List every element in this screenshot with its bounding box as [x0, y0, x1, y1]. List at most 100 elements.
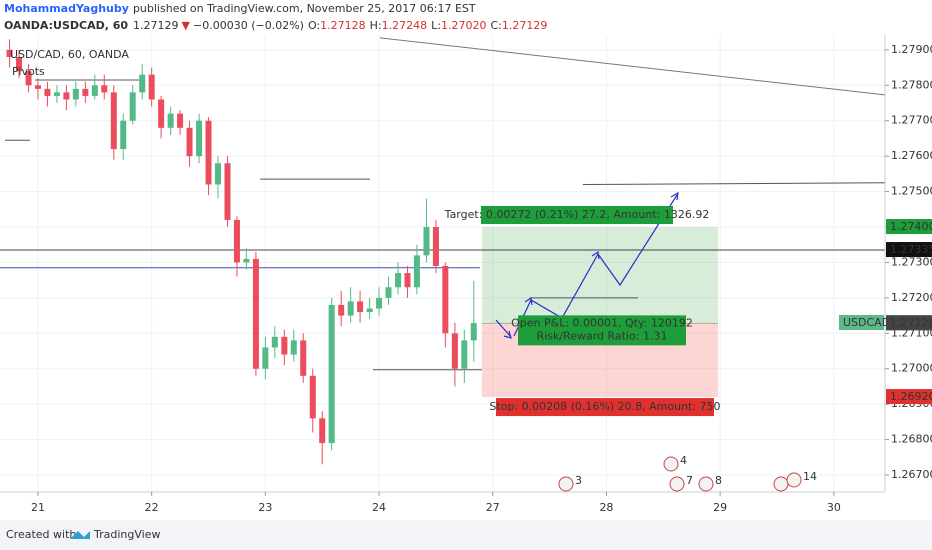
candle-body: [432, 227, 439, 266]
candle-body: [243, 258, 250, 263]
event-label: 3: [575, 474, 582, 487]
symbol-label-bg: [839, 315, 884, 331]
ohlc-key: C:: [490, 19, 501, 32]
candle-body: [186, 127, 193, 157]
symbol-label: USDCAD: [843, 316, 890, 329]
price-label: 1.26920: [890, 390, 932, 403]
plot-area: [0, 35, 886, 492]
event-icon: [558, 476, 574, 492]
target-label-bg: [481, 206, 673, 225]
candle-body: [385, 287, 392, 298]
profit-zone: [481, 227, 718, 324]
candle-body: [15, 56, 22, 72]
event-icon: [773, 476, 789, 492]
candle-body: [25, 71, 32, 86]
candle-body: [357, 301, 364, 313]
price-label-bg: [886, 219, 932, 235]
y-tick-label: 1.27900: [891, 43, 932, 56]
event-icon: [698, 476, 714, 492]
y-tick-label: 1.27600: [891, 149, 932, 162]
ohlc-key: L:: [431, 19, 441, 32]
stop-label: Stop: 0.00208 (0.16%) 20.8, Amount: 750: [489, 400, 720, 413]
candle-body: [205, 120, 212, 185]
candle-body: [423, 227, 430, 256]
drawing-line: [582, 182, 886, 185]
candle-body: [376, 297, 383, 309]
candle-body: [281, 336, 288, 355]
rr-label: Risk/Reward Ratio: 1.31: [537, 329, 668, 342]
header-line-2: OANDA:USDCAD, 60 1.27129 ▼ −0.00030 (−0.02%…: [4, 19, 547, 32]
candle-body: [461, 340, 468, 369]
x-tick-label: 21: [31, 501, 45, 514]
candle-body: [120, 120, 127, 150]
footer-brand[interactable]: TradingView: [93, 528, 160, 541]
price-label-bg: [886, 242, 932, 258]
ohlc-value: 1.27248: [382, 19, 428, 32]
x-tick-label: 24: [372, 501, 386, 514]
candle-body: [404, 273, 411, 288]
candle-body: [91, 85, 98, 96]
symbol: OANDA:USDCAD, 60: [4, 19, 128, 32]
x-tick-label: 22: [145, 501, 159, 514]
ohlc-value: 1.27020: [441, 19, 487, 32]
event-label: 4: [680, 454, 687, 467]
y-tick-label: 1.26800: [891, 433, 932, 446]
candle-body: [271, 336, 278, 348]
candle-body: [82, 88, 89, 96]
arrow: [513, 194, 678, 337]
footer-created: Created with: [6, 528, 76, 541]
ohlc-key: H:: [370, 19, 382, 32]
candle-body: [34, 85, 41, 89]
candle-body: [442, 265, 449, 334]
y-tick-label: 1.27700: [891, 114, 932, 127]
price-label-bg: [886, 389, 932, 405]
candle-body: [72, 88, 79, 100]
y-tick-label: 1.27000: [891, 362, 932, 375]
y-tick-label: 1.26700: [891, 468, 932, 481]
y-tick-label: 1.27200: [891, 291, 932, 304]
indicator: Pivots: [12, 65, 45, 78]
candle-body: [224, 163, 231, 220]
ohlc-key: O:: [308, 19, 320, 32]
pnl-bg: [518, 315, 686, 346]
candle-body: [6, 49, 13, 57]
candle-body: [44, 88, 51, 96]
candle-body: [139, 74, 146, 93]
candle-body: [101, 85, 108, 93]
candle-body: [158, 99, 165, 128]
x-tick-label: 27: [486, 501, 500, 514]
candle-body: [233, 219, 240, 263]
x-tick-label: 30: [827, 501, 841, 514]
price-label-bg: [886, 315, 932, 331]
header-line-1: MohammadYaghuby published on TradingView.…: [4, 2, 476, 15]
candle-body: [338, 304, 345, 316]
candle-body: [451, 333, 458, 369]
event-icon: [669, 476, 685, 492]
candle-body: [214, 163, 221, 185]
candle-body: [328, 304, 335, 444]
ohlc-value: 1.27129: [502, 19, 548, 32]
event-label: 8: [715, 474, 722, 487]
arrowhead: [503, 191, 679, 339]
arrow: [495, 319, 512, 338]
stop-label-bg: [496, 398, 714, 417]
candle-body: [319, 418, 326, 444]
candle-body: [413, 255, 420, 288]
event-label: 7: [686, 474, 693, 487]
price-label: 1.27335: [890, 243, 932, 256]
candle-body: [309, 375, 316, 419]
ohlc-value: 1.27128: [320, 19, 366, 32]
change: −0.00030 (−0.02%): [193, 19, 304, 32]
price-label: 1.27400: [890, 220, 932, 233]
target-label: Target: 0.00272 (0.21%) 27.2, Amount: 13…: [444, 208, 710, 221]
candle-body: [148, 74, 155, 100]
author: MohammadYaghuby: [4, 2, 129, 15]
footer-bar: [0, 520, 932, 550]
legend: USD/CAD, 60, OANDA: [10, 48, 129, 61]
candle-body: [177, 113, 184, 128]
candle-body: [252, 258, 259, 369]
candle-body: [129, 92, 136, 121]
candle-body: [300, 340, 307, 376]
x-tick-label: 28: [599, 501, 613, 514]
